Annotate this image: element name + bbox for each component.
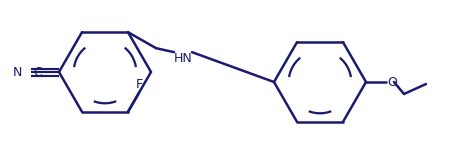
Text: O: O xyxy=(387,75,397,88)
Text: F: F xyxy=(135,78,143,91)
Text: N: N xyxy=(12,66,22,78)
Text: HN: HN xyxy=(174,52,193,65)
Text: C: C xyxy=(33,66,42,78)
